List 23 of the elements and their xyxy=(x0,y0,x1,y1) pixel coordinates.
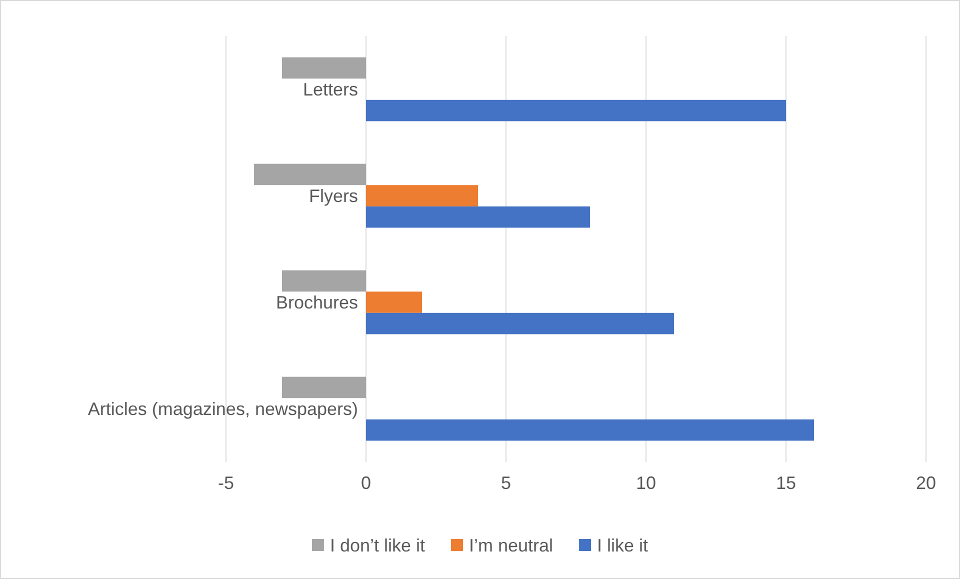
x-tick-label: 5 xyxy=(500,472,512,493)
x-tick-label: 15 xyxy=(776,472,796,493)
bar xyxy=(366,292,422,313)
bar xyxy=(282,57,366,79)
x-tick-label: 10 xyxy=(636,472,656,493)
y-tick-label: Flyers xyxy=(309,186,358,206)
bar xyxy=(366,206,590,228)
legend-label: I’m neutral xyxy=(468,535,554,556)
bar xyxy=(254,164,366,186)
bar xyxy=(366,312,674,334)
bar xyxy=(282,376,366,398)
x-tick-label: -5 xyxy=(218,472,234,493)
legend-label: I don’t like it xyxy=(330,535,425,556)
y-tick-label: Brochures xyxy=(276,292,358,313)
x-tick-label: 0 xyxy=(360,472,372,493)
legend-label: I like it xyxy=(597,535,648,556)
y-tick-label: Articles (magazines, newspapers) xyxy=(88,399,358,420)
x-tick-label: 20 xyxy=(916,472,936,493)
bar xyxy=(366,185,478,206)
bar xyxy=(366,419,814,441)
bar xyxy=(282,270,366,292)
y-tick-label: Letters xyxy=(302,80,358,100)
bar xyxy=(366,100,786,122)
